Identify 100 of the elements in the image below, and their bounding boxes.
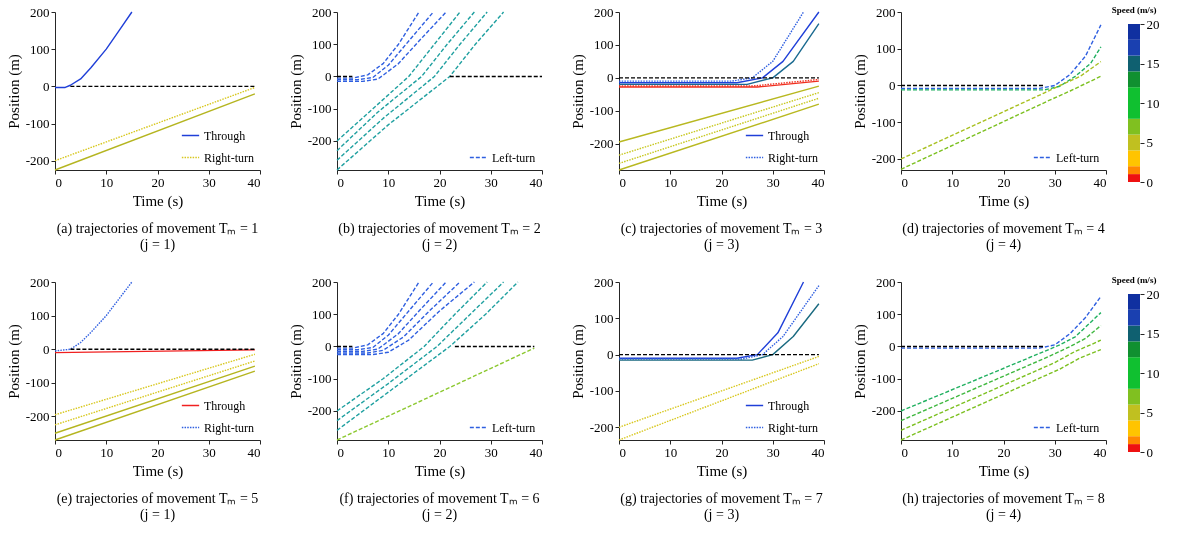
x-tick-label: 30 <box>202 444 216 460</box>
y-axis-title: Position (m) <box>851 54 869 129</box>
y-axis-title: Position (m) <box>569 324 587 399</box>
x-tick-label: 0 <box>901 444 908 460</box>
x-tick-label: 40 <box>247 174 261 190</box>
y-tick-label: 200 <box>30 274 50 290</box>
y-tick-label: 0 <box>325 68 332 84</box>
x-tick-label: 20 <box>433 444 447 460</box>
y-tick-label: -100 <box>25 116 50 132</box>
x-tick-label: 10 <box>946 444 960 460</box>
x-tick-label: 40 <box>811 444 825 460</box>
text: (j = 4) <box>985 237 1022 253</box>
color-bar-label: 15 <box>1146 56 1160 71</box>
x-tick-label: 20 <box>151 174 165 190</box>
x-tick-label: 40 <box>1093 444 1107 460</box>
x-tick-label: 10 <box>382 174 396 190</box>
y-tick-label: -100 <box>871 114 896 130</box>
color-bar-label: 20 <box>1146 16 1160 32</box>
x-tick-label: 30 <box>766 444 780 460</box>
y-tick-label: -200 <box>307 133 332 149</box>
x-tick-label: 40 <box>1093 174 1107 190</box>
x-tick-label: 10 <box>946 174 960 190</box>
text: (j = 3) <box>703 237 740 253</box>
legend-label: Through <box>204 398 246 413</box>
y-tick-label: 100 <box>30 41 50 57</box>
y-tick-label: 200 <box>594 4 614 20</box>
x-tick-label: 30 <box>484 444 498 460</box>
x-axis-title: Time (s) <box>978 192 1030 210</box>
x-tick-label: 10 <box>382 444 396 460</box>
y-tick-label: -100 <box>25 375 50 391</box>
y-tick-label: -200 <box>871 151 896 167</box>
text: (j = 2) <box>421 507 458 523</box>
text: (b) trajectories of movement Tₘ = 2 <box>338 221 541 237</box>
y-tick-label: 0 <box>889 77 896 93</box>
text: (j = 3) <box>703 507 740 523</box>
x-tick-label: 0 <box>55 444 62 460</box>
x-tick-label: 0 <box>337 444 344 460</box>
legend-label: Through <box>768 128 810 143</box>
y-tick-label: 200 <box>312 274 332 290</box>
y-tick-label: 100 <box>876 306 896 322</box>
text: (g) trajectories of movement Tₘ = 7 <box>620 491 823 507</box>
y-tick-label: 100 <box>312 306 332 322</box>
y-axis-title: Position (m) <box>851 324 869 399</box>
y-axis-title: Position (m) <box>287 54 305 129</box>
x-tick-label: 0 <box>901 174 908 190</box>
y-tick-label: 200 <box>30 4 50 20</box>
x-axis-title: Time (s) <box>414 192 466 210</box>
x-tick-label: 0 <box>619 444 626 460</box>
y-tick-label: 0 <box>889 338 896 354</box>
x-tick-label: 30 <box>484 174 498 190</box>
y-tick-label: 0 <box>607 70 614 86</box>
y-tick-label: 100 <box>312 36 332 52</box>
text: (j = 1) <box>139 507 176 523</box>
color-bar-label: 20 <box>1146 286 1160 302</box>
x-tick-label: 30 <box>1048 174 1062 190</box>
y-tick-label: 200 <box>876 274 896 290</box>
y-axis-title: Position (m) <box>5 54 23 129</box>
legend-label: Right-turn <box>204 150 254 165</box>
y-axis-title: Position (m) <box>5 324 23 399</box>
y-tick-label: -200 <box>589 419 614 435</box>
text: (j = 1) <box>139 237 176 253</box>
text: (f) trajectories of movement Tₘ = 6 <box>339 491 540 507</box>
x-tick-label: 0 <box>55 174 62 190</box>
text: (c) trajectories of movement Tₘ = 3 <box>620 221 823 237</box>
x-tick-label: 40 <box>811 174 825 190</box>
color-bar-label: 10 <box>1146 365 1160 381</box>
legend-label: Right-turn <box>768 150 818 165</box>
y-tick-label: 100 <box>30 308 50 324</box>
y-tick-label: 0 <box>43 78 50 94</box>
legend-label: Left-turn <box>1056 150 1100 165</box>
y-axis-title: Position (m) <box>569 54 587 129</box>
x-tick-label: 10 <box>100 174 114 190</box>
x-axis-title: Time (s) <box>132 192 184 210</box>
y-tick-label: -200 <box>25 408 50 424</box>
legend-label: Through <box>204 128 246 143</box>
text: (h) trajectories of movement Tₘ = 8 <box>902 491 1105 507</box>
color-bar-title: Speed (m/s) <box>1111 275 1157 285</box>
color-bar-label: 5 <box>1146 405 1153 420</box>
x-tick-label: 20 <box>997 174 1011 190</box>
y-tick-label: -100 <box>307 101 332 117</box>
y-tick-label: 0 <box>43 341 50 357</box>
y-tick-label: 200 <box>876 4 896 20</box>
x-tick-label: 0 <box>337 174 344 190</box>
y-tick-label: 0 <box>607 347 614 363</box>
y-tick-label: -100 <box>307 371 332 387</box>
x-axis-title: Time (s) <box>696 192 748 210</box>
x-tick-label: 30 <box>1048 444 1062 460</box>
x-tick-label: 40 <box>247 444 261 460</box>
text: (j = 4) <box>985 507 1022 523</box>
color-bar-label: 5 <box>1146 135 1153 150</box>
x-tick-label: 20 <box>151 444 165 460</box>
y-tick-label: -100 <box>871 371 896 387</box>
y-tick-label: -200 <box>871 403 896 419</box>
x-tick-label: 30 <box>202 174 216 190</box>
y-tick-label: 200 <box>594 274 614 290</box>
y-tick-label: 100 <box>594 37 614 53</box>
text: (j = 2) <box>421 237 458 253</box>
y-tick-label: -200 <box>589 136 614 152</box>
y-tick-label: -200 <box>25 153 50 169</box>
legend-label: Left-turn <box>492 150 536 165</box>
